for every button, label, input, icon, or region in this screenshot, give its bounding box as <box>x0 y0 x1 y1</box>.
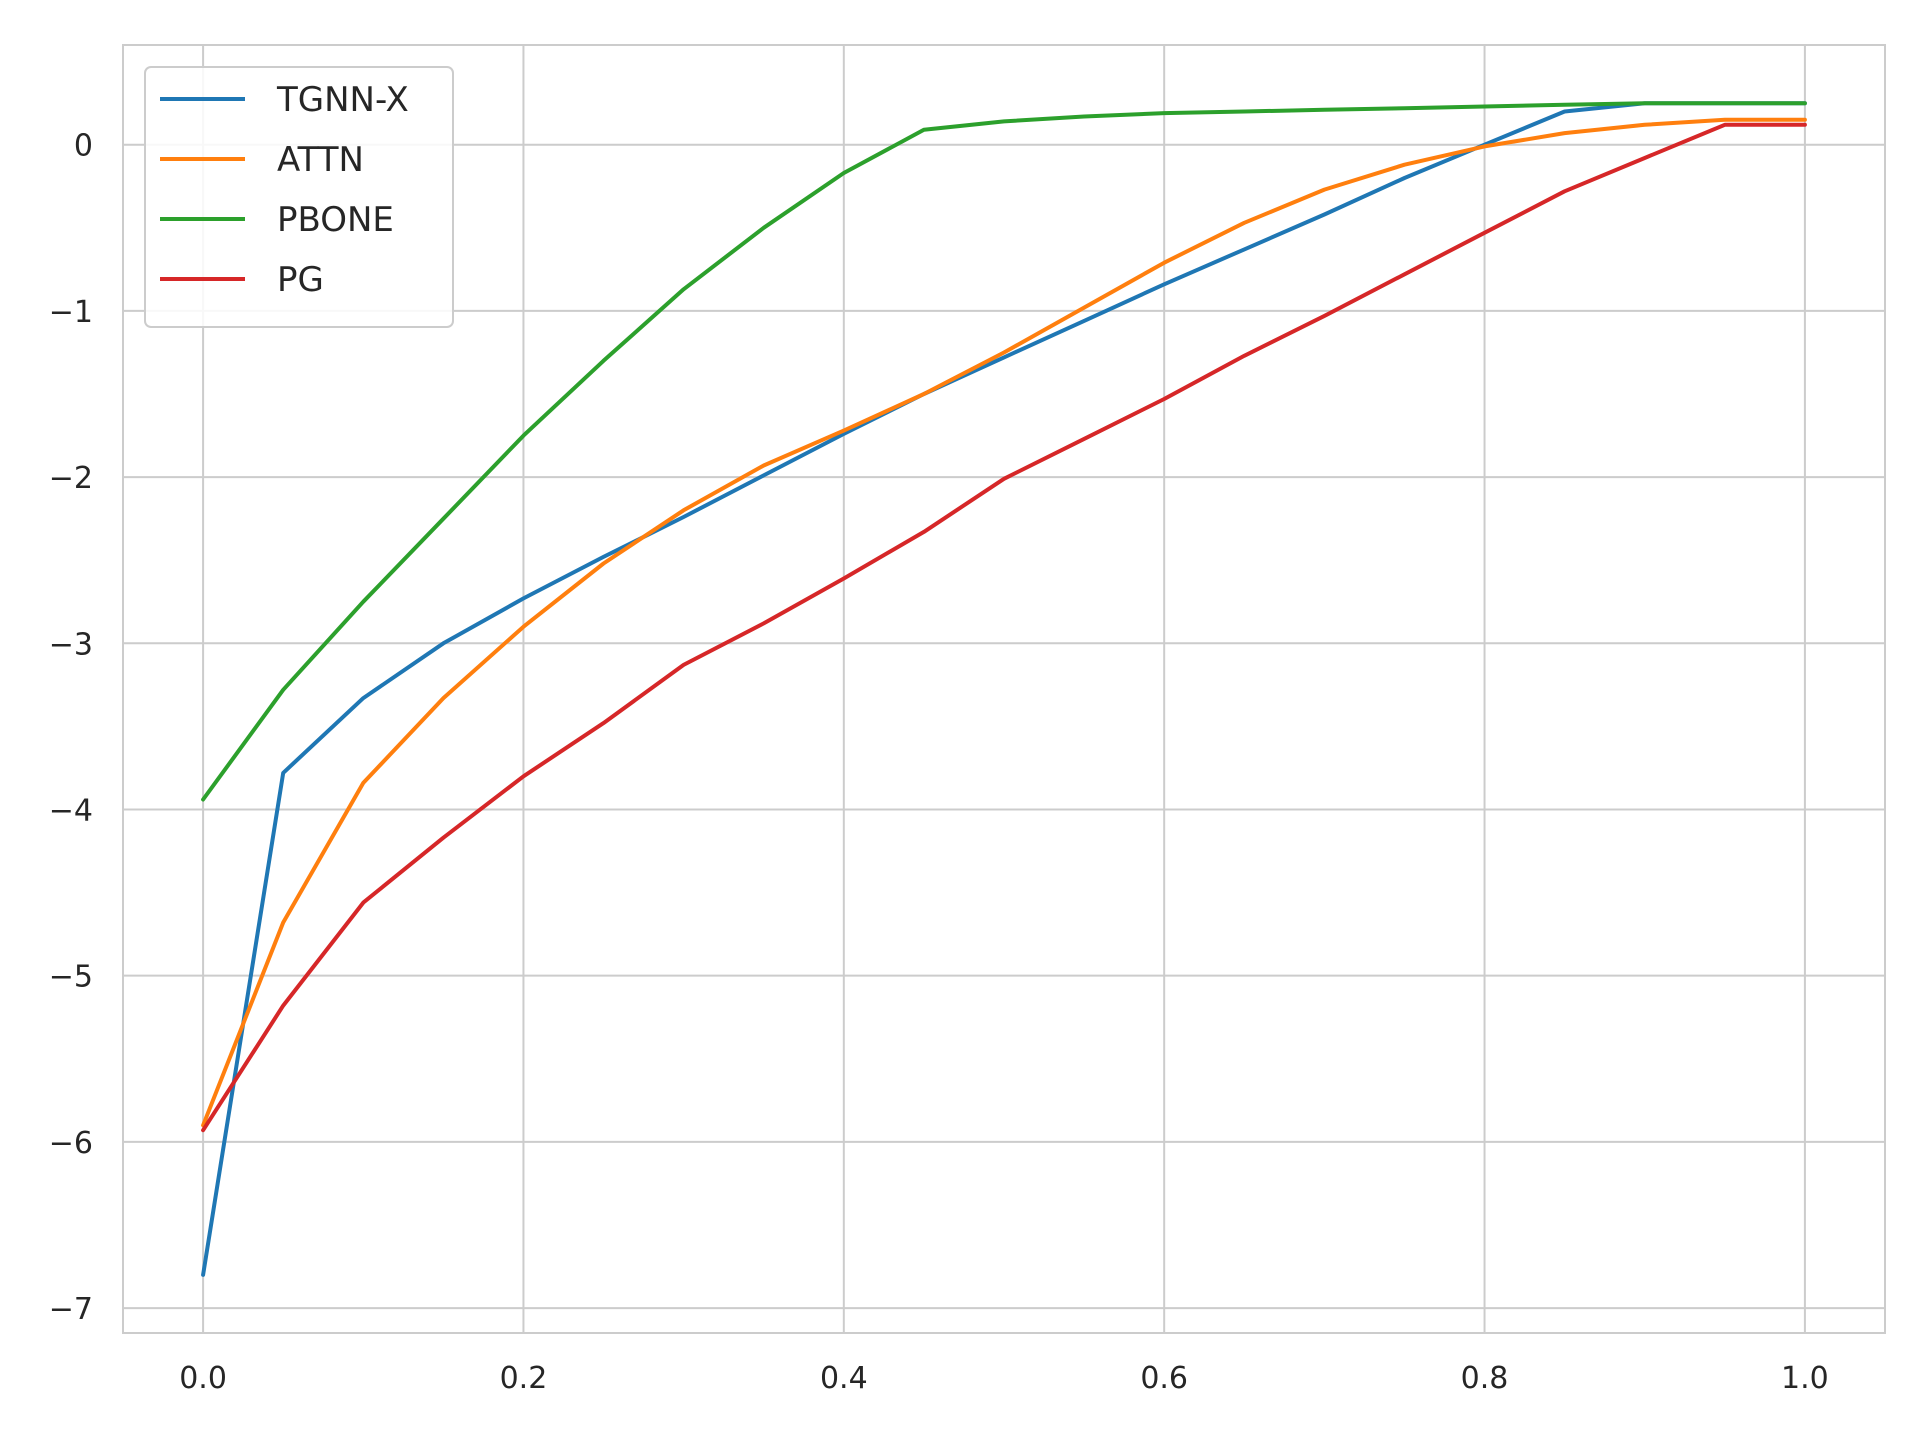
y-tick-label: −5 <box>49 960 93 995</box>
y-tick-label: −2 <box>49 461 93 496</box>
y-tick-label: −6 <box>49 1126 93 1161</box>
series-lines <box>201 101 1807 1277</box>
x-tick-label: 0.2 <box>500 1361 548 1396</box>
y-axis-tick-labels: 0 −1 −2 −3 −4 −5 −6 −7 <box>49 129 93 1327</box>
plot-frame <box>122 44 1886 1334</box>
legend-label: PG <box>277 260 324 300</box>
legend-label: TGNN-X <box>276 80 409 120</box>
y-tick-label: −7 <box>49 1292 93 1327</box>
x-tick-label: 0.0 <box>179 1361 227 1396</box>
legend: TGNN-X ATTN PBONE PG <box>144 66 454 328</box>
legend-label: ATTN <box>277 140 364 180</box>
y-tick-label: −1 <box>49 295 93 330</box>
x-tick-label: 0.6 <box>1140 1361 1188 1396</box>
x-tick-label: 0.4 <box>820 1361 868 1396</box>
series-line-pbone <box>201 101 1807 802</box>
y-tick-label: 0 <box>74 129 93 164</box>
x-axis-tick-labels: 0.0 0.2 0.4 0.6 0.8 1.0 <box>179 1361 1829 1396</box>
series-line-tgnn-x <box>201 101 1807 1277</box>
x-tick-label: 1.0 <box>1781 1361 1829 1396</box>
series-line-pg <box>201 122 1807 1133</box>
x-tick-label: 0.8 <box>1461 1361 1509 1396</box>
legend-box <box>144 66 454 328</box>
y-tick-label: −4 <box>49 793 93 828</box>
series-line-attn <box>201 117 1807 1128</box>
y-tick-label: −3 <box>49 627 93 662</box>
legend-label: PBONE <box>277 200 394 240</box>
